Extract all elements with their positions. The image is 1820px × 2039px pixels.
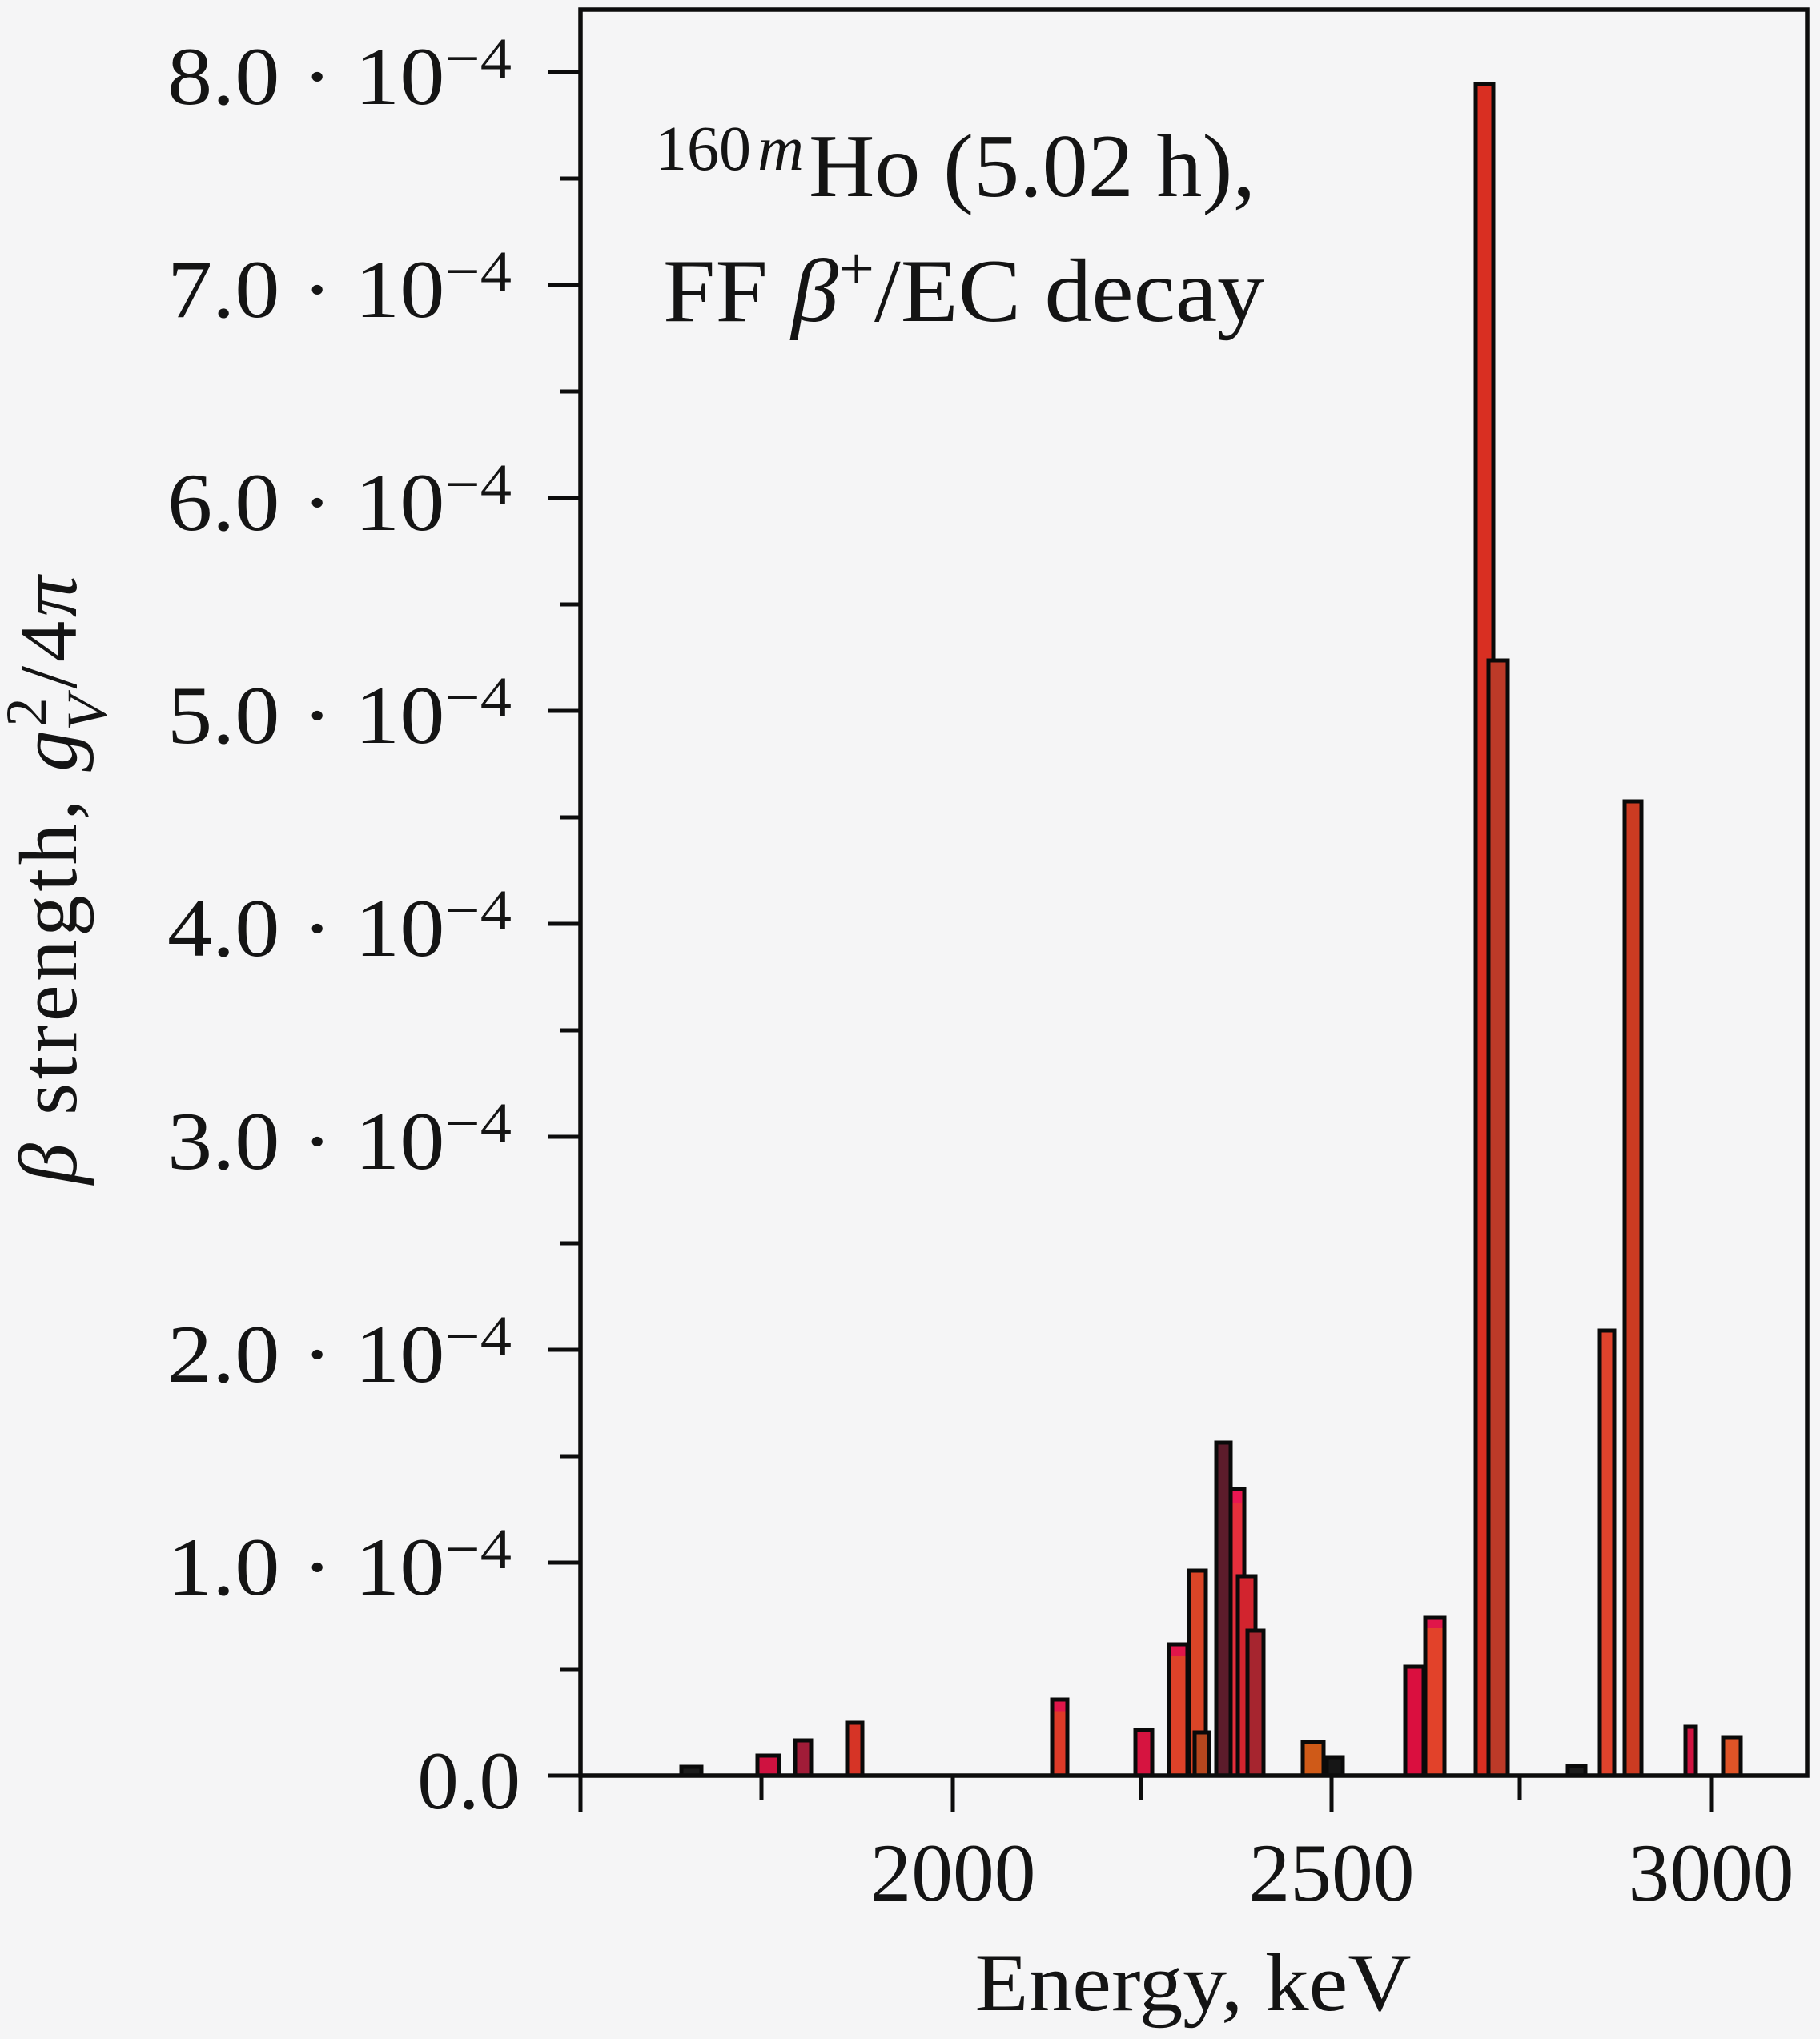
- svg-text:2000: 2000: [870, 1828, 1036, 1919]
- svg-text:Ho (5.02 h),: Ho (5.02 h),: [809, 117, 1256, 216]
- svg-text:Energy, keV: Energy, keV: [975, 1937, 1412, 2029]
- svg-text:0.0: 0.0: [417, 1736, 520, 1827]
- svg-text:2500: 2500: [1249, 1828, 1415, 1919]
- svg-text:6.0 · 10−4: 6.0 · 10 −4: [167, 452, 512, 548]
- svg-text:FF β+/EC decay: FF β+/EC decay: [663, 235, 1264, 341]
- svg-text:3000: 3000: [1629, 1828, 1794, 1919]
